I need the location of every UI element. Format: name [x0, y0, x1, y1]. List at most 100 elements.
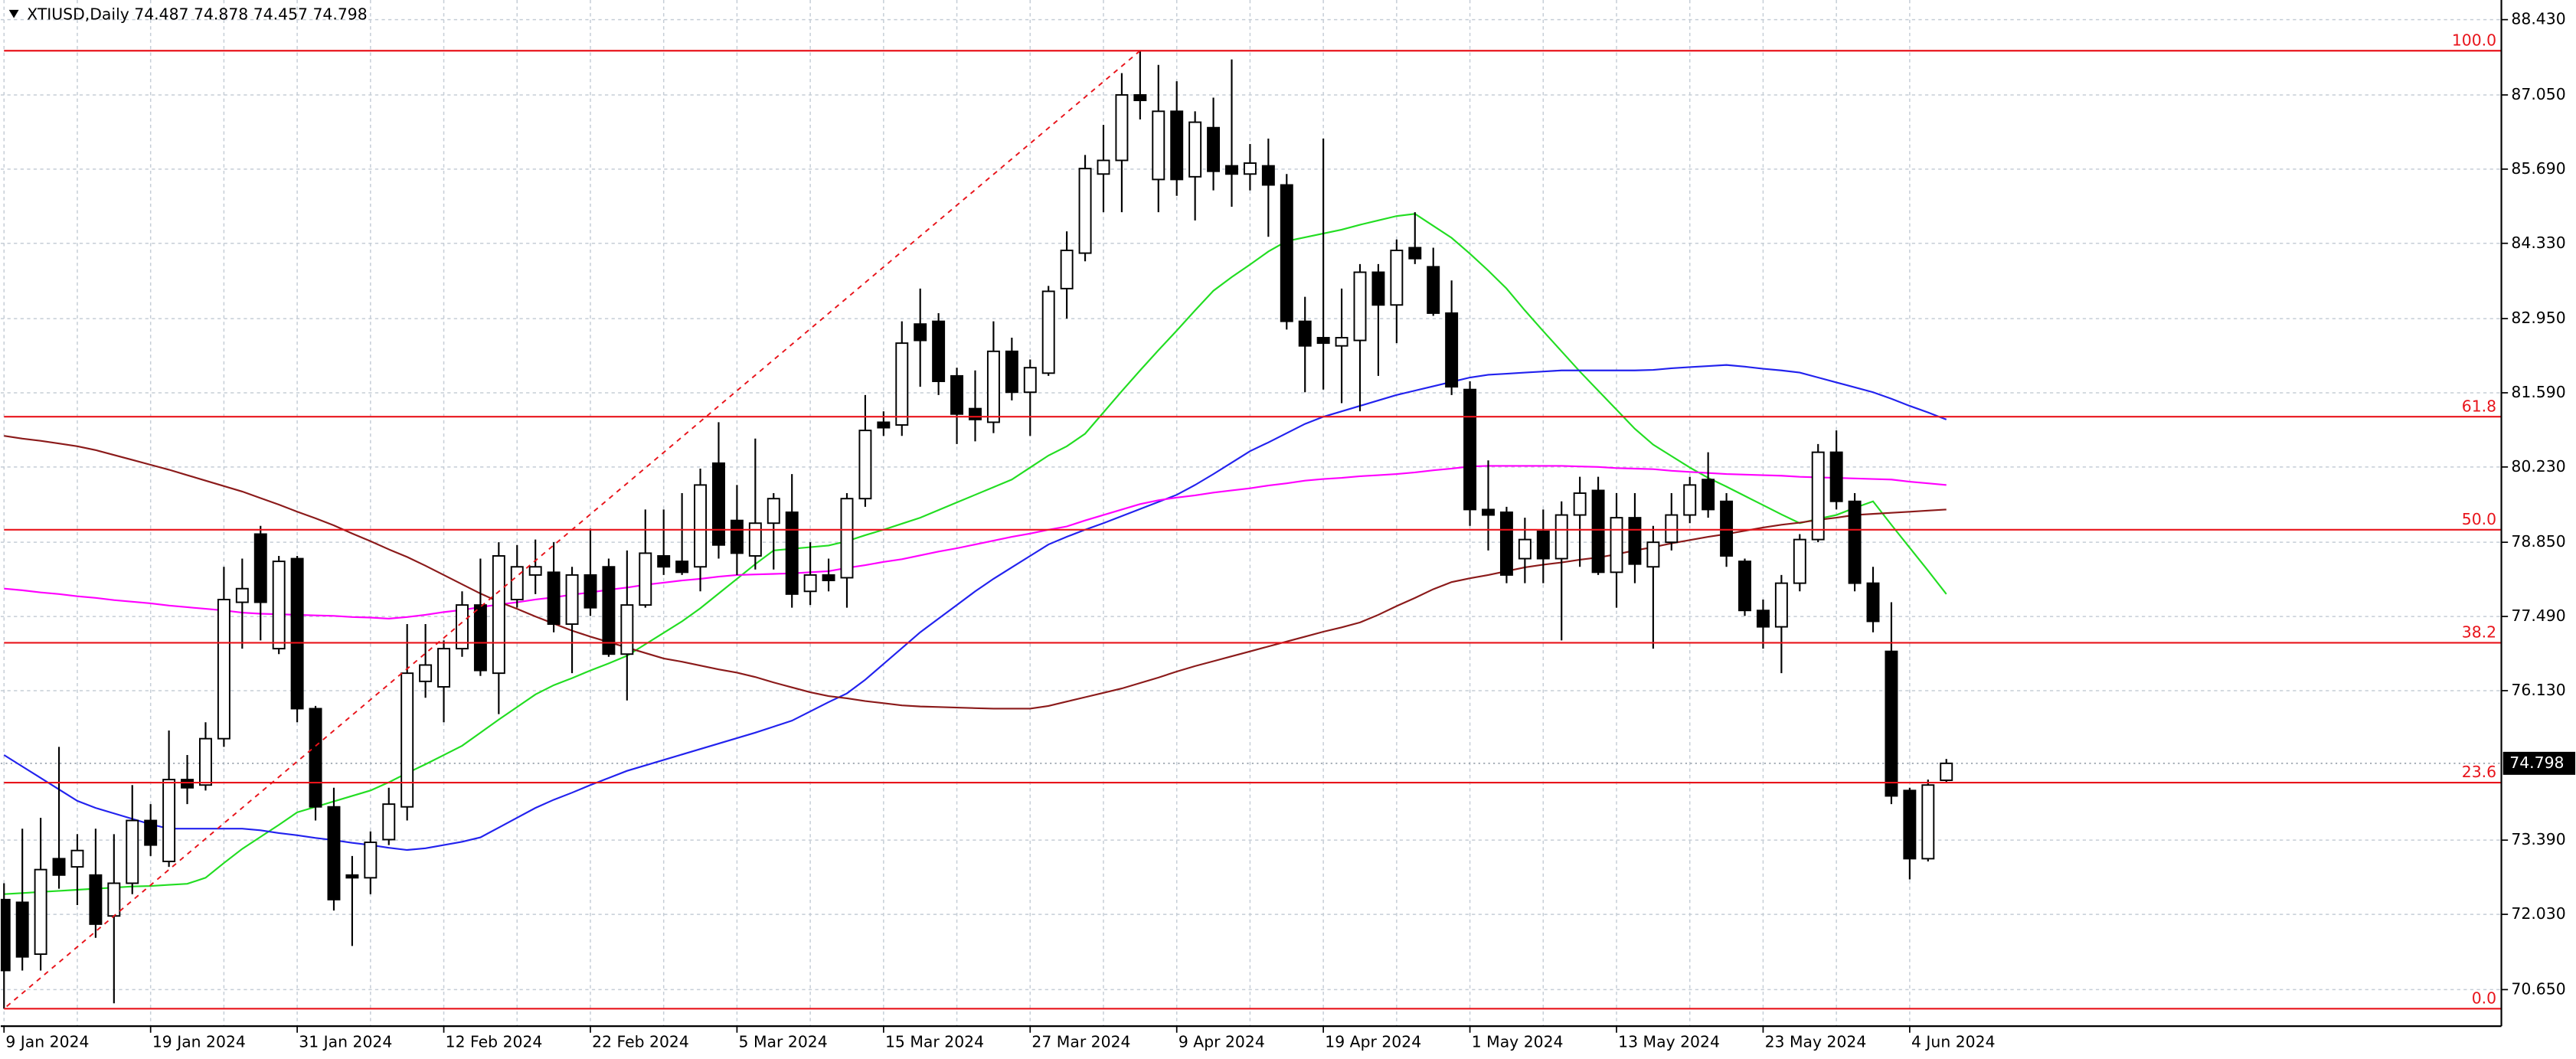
candle-body [419, 664, 433, 682]
x-tick-label: 9 Jan 2024 [5, 1033, 89, 1051]
candle-body [126, 819, 139, 884]
fib-level-label: 38.2 [2462, 623, 2496, 642]
candle-body [1152, 110, 1165, 181]
candle-body [1023, 367, 1037, 394]
candle-body [382, 803, 396, 841]
candle-body [1353, 271, 1367, 342]
candle-body [217, 599, 230, 740]
y-tick-label: 77.490 [2511, 606, 2565, 625]
candle-body [327, 806, 341, 900]
y-tick-label: 72.030 [2511, 904, 2565, 923]
candle-body [1811, 451, 1825, 541]
chart-header: XTIUSD,Daily 74.487 74.878 74.457 74.798 [27, 5, 367, 23]
candle-body [969, 407, 982, 420]
candle-body [1170, 110, 1184, 181]
candle-body [657, 555, 671, 568]
candle-body [89, 874, 103, 925]
candle-body [1702, 479, 1715, 511]
candle-body [1097, 159, 1110, 175]
y-tick-label: 84.330 [2511, 234, 2565, 252]
candle-body [767, 498, 780, 525]
fib-level-label: 50.0 [2462, 510, 2496, 528]
current-price-label: 74.798 [2509, 753, 2564, 772]
candle-body [1591, 489, 1605, 574]
candle-body [1133, 94, 1147, 102]
symbol-title: XTIUSD,Daily [27, 5, 129, 23]
y-tick-label: 88.430 [2511, 10, 2565, 28]
menu-arrow[interactable] [8, 9, 19, 18]
fib-level-label: 100.0 [2452, 31, 2496, 49]
candle-body [1188, 121, 1202, 178]
candle-body [1683, 484, 1697, 516]
candle-body [1243, 162, 1257, 175]
candle-body [437, 648, 451, 688]
x-tick-label: 9 Apr 2024 [1178, 1033, 1265, 1051]
candle-body [400, 672, 414, 808]
candle-body [1445, 312, 1459, 388]
candle-body [748, 522, 762, 557]
candle-body [144, 819, 158, 846]
y-tick-label: 82.950 [2511, 309, 2565, 327]
y-tick-label: 81.590 [2511, 383, 2565, 401]
candle-body [950, 374, 964, 415]
candle-body [1793, 538, 1806, 584]
candle-body [895, 342, 909, 426]
candle-body [1554, 514, 1568, 560]
candle-body [253, 533, 267, 603]
y-tick-label: 87.050 [2511, 85, 2565, 103]
candle-body [290, 557, 304, 710]
candle-body [602, 566, 616, 655]
candle-body [15, 901, 29, 958]
candle-body [730, 519, 744, 554]
candle-body [34, 868, 47, 956]
candle-body [1078, 168, 1092, 254]
x-tick-label: 12 Feb 2024 [446, 1033, 543, 1051]
x-tick-label: 15 Mar 2024 [885, 1033, 984, 1051]
candle-body [1408, 247, 1422, 260]
x-tick-label: 19 Apr 2024 [1325, 1033, 1421, 1051]
candle-body [1646, 541, 1660, 568]
candle-body [162, 779, 176, 862]
candle-body [822, 574, 835, 582]
candle-body [1335, 337, 1348, 347]
candle-body [1499, 512, 1513, 576]
candle-body [528, 566, 542, 576]
candle-body [1628, 517, 1642, 565]
candle-body [1427, 266, 1440, 314]
candle-body [1115, 94, 1129, 162]
y-tick-label: 73.390 [2511, 830, 2565, 848]
candle-body [932, 320, 946, 382]
candle-body [364, 842, 378, 879]
candle-body [1298, 320, 1312, 347]
candle-body [1261, 165, 1275, 186]
candle-body [1774, 582, 1788, 628]
candle-body [914, 323, 927, 342]
header-open: 74.487 [134, 5, 188, 23]
x-tick-label: 13 May 2024 [1618, 1033, 1720, 1051]
candle-body [235, 587, 249, 603]
y-tick-label: 70.650 [2511, 979, 2565, 998]
candle-body [675, 561, 689, 574]
candle-body [1041, 290, 1055, 374]
candle-body [1280, 184, 1293, 322]
candle-body [52, 858, 66, 876]
candle-body [840, 498, 854, 579]
candle-body [198, 737, 212, 786]
candle-body [1665, 514, 1679, 544]
candle-body [272, 561, 286, 650]
candle-body [565, 574, 579, 626]
candle-body [1903, 789, 1917, 860]
candle-body [547, 571, 561, 626]
candle-body [1207, 126, 1221, 172]
candle-body [1738, 561, 1751, 612]
fib-level-label: 0.0 [2472, 989, 2496, 1007]
candle-body [1518, 538, 1532, 560]
y-tick-label: 85.690 [2511, 159, 2565, 178]
header-close: 74.798 [312, 5, 367, 23]
header-high: 74.878 [194, 5, 248, 23]
candle-body [1225, 165, 1238, 175]
fib-level-label: 23.6 [2462, 763, 2496, 781]
candle-body [712, 462, 725, 546]
candle-body [1482, 508, 1495, 516]
